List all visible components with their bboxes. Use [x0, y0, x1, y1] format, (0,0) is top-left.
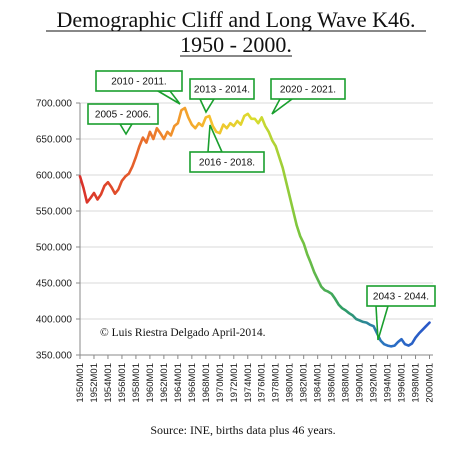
callout-box: [87, 103, 159, 125]
gridlines: [80, 102, 433, 320]
x-tick-label: 1994M01: [383, 363, 394, 403]
callout-pointer: [375, 305, 390, 341]
x-tick-label: 1960M01: [145, 363, 156, 403]
annotation-callout: 2005 - 2006.: [87, 103, 159, 136]
y-tick-label: 350.000: [36, 351, 73, 362]
annotation-callout: 2016 - 2018.: [189, 124, 265, 173]
x-tick-label: 1956M01: [117, 363, 128, 403]
x-tick-label: 1968M01: [201, 363, 212, 403]
x-tick-label: 1984M01: [313, 363, 324, 403]
x-tick-label: 1980M01: [285, 363, 296, 403]
y-tick-label: 500.000: [36, 243, 73, 254]
series-line-births: [78, 106, 431, 348]
annotation-callout: 2020 - 2021.: [270, 78, 346, 115]
x-axis-ticks: 1950M01 1952M01 1954M01 1956M01 1958M01 1960M…: [75, 355, 436, 403]
chart-title-line1: Demographic Cliff and Long Wave K46.: [56, 7, 415, 32]
y-axis-ticks: 350.000 400.000 450.000 500.000 550.000 600.0…: [36, 99, 80, 362]
y-tick-label: 600.000: [36, 171, 73, 182]
y-tick-label: 400.000: [36, 315, 73, 326]
callout-pointer: [118, 123, 134, 136]
callout-box: [189, 78, 255, 100]
callout-pointer: [198, 98, 216, 114]
x-tick-label: 1962M01: [159, 363, 170, 403]
callout-label: 2043 - 2044.: [373, 292, 429, 303]
x-tick-label: 1998M01: [411, 363, 422, 403]
y-tick-label: 450.000: [36, 279, 73, 290]
callout-box: [189, 151, 265, 173]
callout-box: [366, 285, 436, 307]
x-tick-label: 1986M01: [327, 363, 338, 403]
x-tick-label: 1950M01: [75, 363, 86, 403]
x-tick-label: 1972M01: [229, 363, 240, 403]
annotation-callout: 2010 - 2011.: [95, 70, 183, 105]
y-tick-label: 700.000: [36, 99, 73, 110]
callout-label: 2005 - 2006.: [95, 110, 151, 121]
callout-box: [270, 78, 346, 100]
x-tick-label: 1978M01: [271, 363, 282, 403]
callout-label: 2016 - 2018.: [199, 158, 255, 169]
annotation-callout: 2013 - 2014.: [189, 78, 255, 114]
x-tick-label: 1964M01: [173, 363, 184, 403]
callout-label: 2020 - 2021.: [280, 85, 336, 96]
x-tick-label: 1954M01: [103, 363, 114, 403]
x-tick-label: 1966M01: [187, 363, 198, 403]
callout-pointer: [155, 90, 181, 105]
x-tick-label: 1990M01: [355, 363, 366, 403]
annotation-callout: 2043 - 2044.: [366, 285, 436, 341]
x-tick-label: 1958M01: [131, 363, 142, 403]
annotation-callouts: 2005 - 2006. 2010 - 2011. 2013 - 2014. 2016…: [87, 70, 436, 341]
x-tick-label: 1976M01: [257, 363, 268, 403]
x-tick-label: 1988M01: [341, 363, 352, 403]
x-tick-label: 2000M01: [425, 363, 436, 403]
x-tick-label: 1970M01: [215, 363, 226, 403]
x-tick-label: 1952M01: [89, 363, 100, 403]
source-text: Source: INE, births data plus 46 years.: [150, 423, 335, 437]
callout-label: 2013 - 2014.: [194, 85, 250, 96]
credit-text: © Luis Riestra Delgado April-2014.: [100, 327, 266, 339]
y-tick-label: 650.000: [36, 135, 73, 146]
x-tick-label: 1982M01: [299, 363, 310, 403]
y-tick-label: 550.000: [36, 207, 73, 218]
callout-pointer: [271, 98, 295, 115]
callout-label: 2010 - 2011.: [111, 77, 166, 88]
x-tick-label: 1996M01: [397, 363, 408, 403]
x-tick-label: 1992M01: [369, 363, 380, 403]
x-tick-label: 1974M01: [243, 363, 254, 403]
callout-box: [95, 70, 183, 92]
chart-title-line2: 1950 - 2000.: [180, 32, 292, 57]
